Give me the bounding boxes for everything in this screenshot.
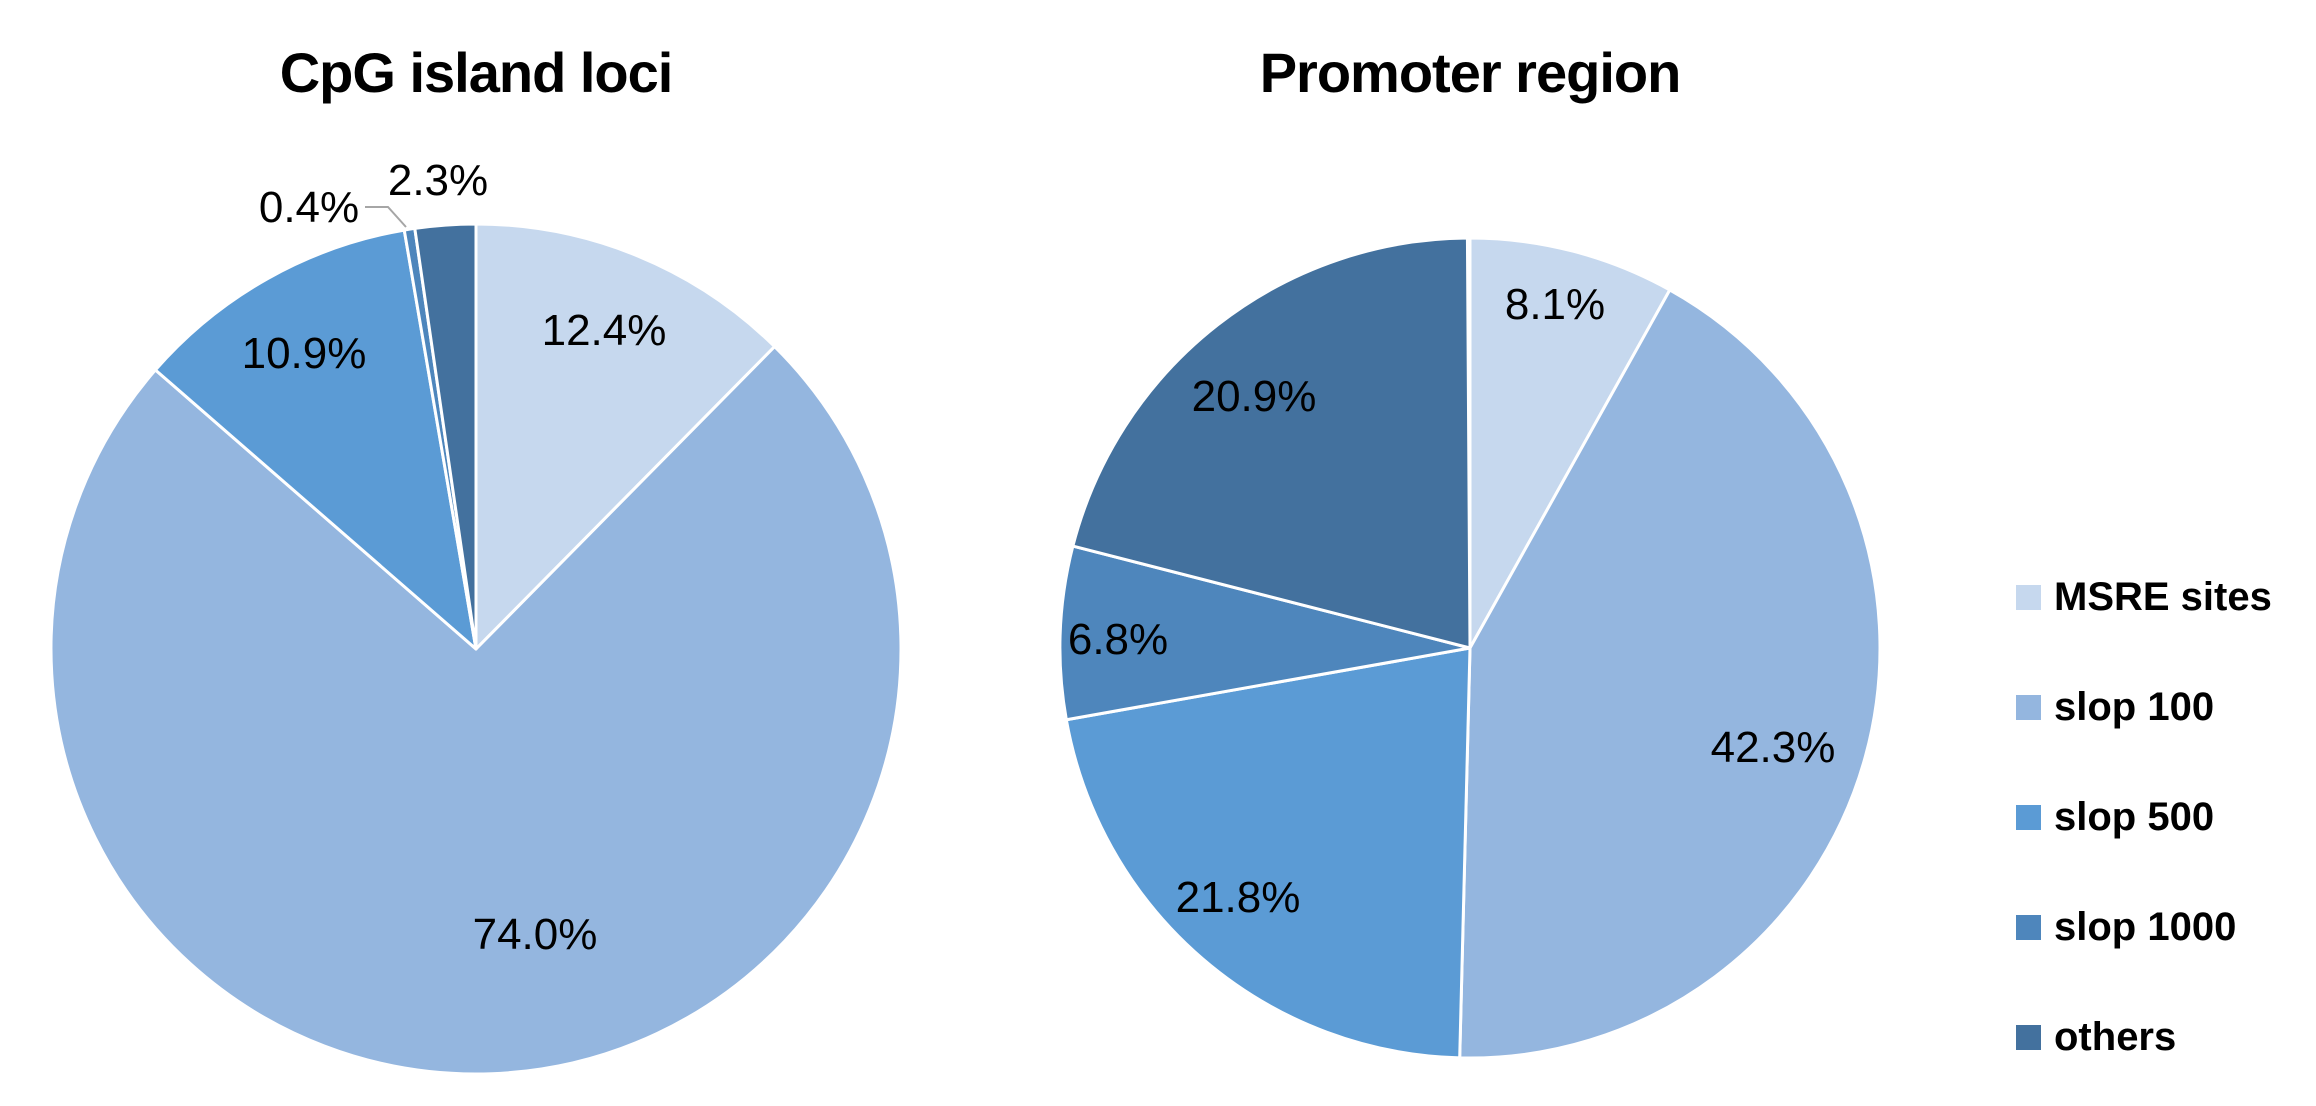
slop-1000-swatch — [2016, 914, 2041, 940]
legend: MSRE sites slop 100 slop 500 slop 1000 o… — [2016, 574, 2272, 1059]
slop-100-swatch — [2016, 694, 2041, 720]
legend-item-label: slop 500 — [2054, 794, 2215, 839]
slice-percentage-label: 6.8% — [1068, 615, 1168, 664]
pie-slice-slop-500 — [1064, 646, 1472, 1060]
slice-percentage-label: 8.1% — [1505, 280, 1605, 329]
pie-slice-msre-sites — [1468, 236, 1672, 650]
cpg-island-loci-title: CpG island loci — [279, 41, 674, 104]
slop-500-swatch — [2016, 804, 2041, 830]
others-swatch — [2016, 1024, 2041, 1050]
legend-item-label: slop 100 — [2054, 684, 2215, 729]
slice-percentage-label: 74.0% — [473, 910, 598, 959]
legend-item-label: MSRE sites — [2054, 574, 2272, 619]
pie-slice-slop-100 — [1458, 288, 1882, 1060]
pie-slice-others — [1071, 236, 1472, 650]
pie-slice-others — [413, 222, 478, 651]
pie-slice-slop-100 — [49, 345, 903, 1076]
slice-percentage-label: 2.3% — [388, 156, 488, 205]
promoter-region-title: Promoter region — [1259, 41, 1682, 104]
legend-item-others: others — [2016, 1014, 2272, 1059]
slice-percentage-label: 21.8% — [1176, 873, 1301, 922]
slice-percentage-label: 0.4% — [259, 183, 359, 232]
slice-percentage-label: 10.9% — [242, 329, 367, 378]
legend-item-slop-500: slop 500 — [2016, 794, 2272, 839]
legend-item-label: others — [2054, 1014, 2177, 1059]
pie-slice-slop-500 — [153, 228, 478, 651]
legend-item-slop-1000: slop 1000 — [2016, 904, 2272, 949]
legend-item-msre-sites: MSRE sites — [2016, 574, 2272, 619]
legend-item-slop-100: slop 100 — [2016, 684, 2272, 729]
pie-slice-slop-1000 — [1058, 544, 1472, 722]
slice-percentage-label: 42.3% — [1711, 723, 1836, 772]
label-leader-line — [365, 206, 407, 228]
legend-item-label: slop 1000 — [2054, 904, 2237, 949]
msre-sites-swatch — [2016, 584, 2041, 610]
slice-percentage-label: 20.9% — [1192, 372, 1317, 421]
slice-percentage-label: 12.4% — [542, 306, 667, 355]
pie-slice-msre-sites — [474, 222, 777, 651]
